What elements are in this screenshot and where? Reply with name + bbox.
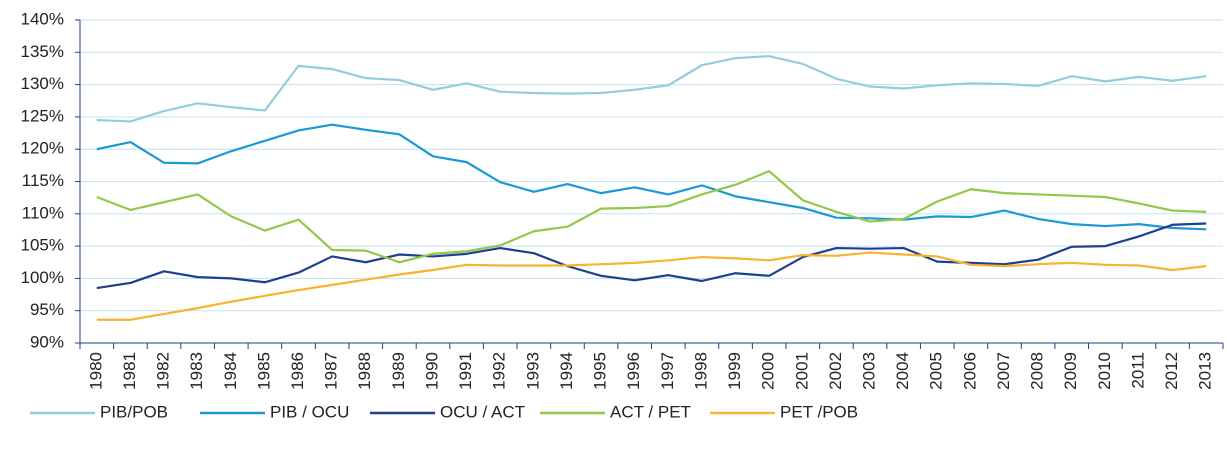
x-tick-label: 1999 [725,352,744,390]
x-tick-label: 2007 [994,352,1013,390]
x-tick-label: 1983 [187,352,206,390]
legend-label: PET /POB [780,402,858,421]
series-line [96,222,1207,290]
x-tick-label: 1992 [490,352,509,390]
x-tick-label: 1981 [120,352,139,390]
x-tick-label: 2013 [1196,352,1215,390]
x-tick-label: 2004 [893,352,912,390]
x-tick-label: 1997 [658,352,677,390]
x-tick-label: 2005 [927,352,946,390]
x-tick-label: 2006 [960,352,979,390]
y-tick-label: 125% [21,106,64,125]
series-line [96,123,1207,231]
y-tick-label: 110% [22,203,64,222]
y-tick-label: 95% [30,300,64,319]
x-tick-label: 1991 [456,352,475,390]
x-tick-label: 1980 [86,352,105,390]
legend-label: PIB/POB [100,402,168,421]
y-tick-label: 115% [22,171,64,190]
x-tick-label: 1993 [523,352,542,390]
x-tick-label: 1996 [624,352,643,390]
x-tick-label: 2001 [792,352,811,390]
x-tick-label: 2002 [826,352,845,390]
x-tick-label: 1990 [422,352,441,390]
x-tick-label: 1989 [389,352,408,390]
x-tick-label: 2000 [759,352,778,390]
x-tick-label: 2011 [1128,352,1147,389]
y-tick-label: 140% [21,9,64,28]
x-tick-label: 2003 [859,352,878,390]
x-tick-label: 1995 [591,352,610,390]
x-tick-label: 1994 [557,352,576,390]
series-line [96,170,1207,264]
x-tick-label: 1987 [322,352,341,390]
y-tick-label: 100% [21,268,64,287]
x-tick-label: 2008 [1028,352,1047,390]
x-tick-label: 1985 [254,352,273,390]
legend-label: ACT / PET [610,402,691,421]
x-tick-label: 2010 [1095,352,1114,390]
x-tick-label: 1988 [355,352,374,390]
legend-label: OCU / ACT [440,402,525,421]
x-tick-label: 2012 [1162,352,1181,390]
y-tick-label: 135% [21,42,64,61]
x-tick-label: 1986 [288,352,307,390]
x-tick-label: 1998 [691,352,710,390]
y-tick-label: 105% [21,236,64,255]
x-tick-label: 1982 [154,352,173,390]
y-tick-label: 120% [21,139,64,158]
x-tick-label: 2009 [1061,352,1080,390]
x-tick-label: 1984 [221,352,240,390]
series-line [96,55,1207,123]
series-line [96,251,1207,321]
legend-label: PIB / OCU [270,402,349,421]
y-tick-label: 130% [21,74,64,93]
y-tick-label: 90% [30,332,64,351]
